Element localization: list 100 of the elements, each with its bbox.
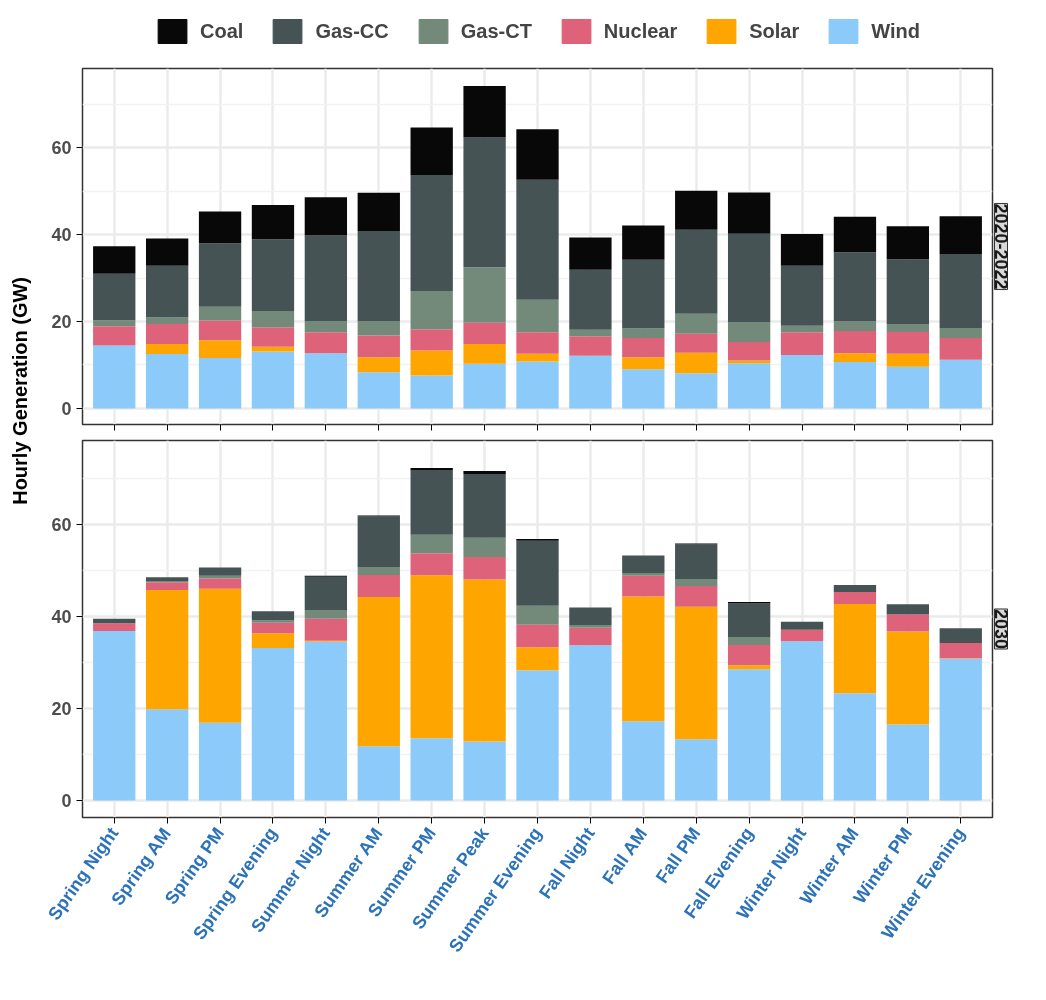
bar: [304, 321, 348, 333]
y-axis-title: Hourly Generation (GW): [8, 276, 31, 505]
bar: [251, 620, 295, 623]
bar: [410, 375, 453, 409]
bar: [304, 618, 348, 641]
bar: [622, 555, 665, 574]
bar: [304, 353, 348, 409]
bar: [886, 353, 930, 367]
bar: [727, 644, 771, 666]
bar: [463, 556, 506, 580]
bar: [939, 216, 982, 255]
bar: [622, 721, 665, 801]
text: 2020-2022: [990, 203, 1011, 290]
bar: [463, 741, 506, 801]
bar: [198, 340, 242, 358]
bar: [780, 332, 824, 355]
bar: [622, 357, 665, 370]
bar: [939, 628, 982, 644]
bar: [727, 341, 771, 361]
bar: [622, 328, 665, 338]
bar: [357, 321, 400, 336]
bar: [251, 648, 295, 801]
bar: [516, 299, 559, 333]
bar: [463, 267, 506, 323]
bar: [675, 579, 718, 586]
bar: [357, 516, 400, 568]
bar: [833, 585, 877, 592]
bar: [251, 311, 295, 328]
bar: [675, 544, 718, 580]
y-tick-label: 40: [51, 225, 72, 246]
bar: [727, 637, 771, 645]
bar: [304, 332, 348, 354]
bar: [516, 179, 559, 300]
bar: [145, 590, 189, 710]
bar: [410, 553, 453, 576]
bar: [622, 575, 665, 597]
bar: [251, 622, 295, 634]
text: 2030: [990, 608, 1011, 650]
bar: [675, 352, 718, 374]
bar: [145, 324, 189, 345]
bar: [357, 597, 400, 747]
bar: [410, 350, 453, 376]
bar: [727, 233, 771, 322]
bar: [569, 269, 612, 330]
bar: [516, 353, 559, 362]
bar: [780, 641, 824, 801]
bar: [675, 585, 718, 607]
bar: [251, 633, 295, 649]
bar: [463, 322, 506, 345]
y-tick-label: 0: [61, 790, 72, 811]
bar: [516, 670, 559, 801]
bar: [569, 625, 612, 628]
bar: [727, 192, 771, 234]
bar: [569, 645, 612, 801]
bar: [780, 354, 824, 409]
bar: [198, 306, 242, 321]
legend-label: Coal: [200, 19, 244, 43]
bar: [833, 693, 877, 801]
bar: [675, 229, 718, 314]
bar: [410, 738, 453, 801]
bar: [93, 623, 136, 632]
bar: [198, 320, 242, 341]
bar: [780, 325, 824, 333]
bar: [622, 225, 665, 260]
bar: [622, 338, 665, 358]
bar: [198, 357, 242, 409]
bar: [145, 344, 189, 355]
y-tick-label: 40: [51, 606, 72, 627]
bar: [886, 226, 930, 260]
y-tick-label: 20: [51, 311, 72, 332]
bar: [198, 722, 242, 801]
bar: [516, 624, 559, 648]
bar: [93, 246, 136, 274]
bar: [727, 665, 771, 670]
bar: [463, 470, 506, 475]
bar: [463, 137, 506, 268]
bar: [304, 641, 348, 801]
bar: [886, 331, 930, 354]
bar: [198, 211, 242, 244]
bar: [780, 265, 824, 326]
bar: [304, 576, 348, 610]
y-tick-label: 60: [51, 514, 72, 535]
bar: [93, 631, 136, 801]
bar: [516, 647, 559, 671]
bar: [569, 336, 612, 356]
bar: [463, 537, 506, 557]
bar: [304, 235, 348, 322]
bar: [463, 363, 506, 409]
bar: [410, 469, 453, 535]
bar: [780, 234, 824, 266]
bar: [145, 317, 189, 325]
bar: [410, 575, 453, 739]
bar: [622, 369, 665, 409]
bar: [93, 320, 136, 327]
bar: [939, 254, 982, 328]
bar: [357, 372, 400, 409]
bar: [516, 129, 559, 180]
bar: [675, 333, 718, 353]
bar: [675, 373, 718, 409]
bar: [251, 327, 295, 347]
